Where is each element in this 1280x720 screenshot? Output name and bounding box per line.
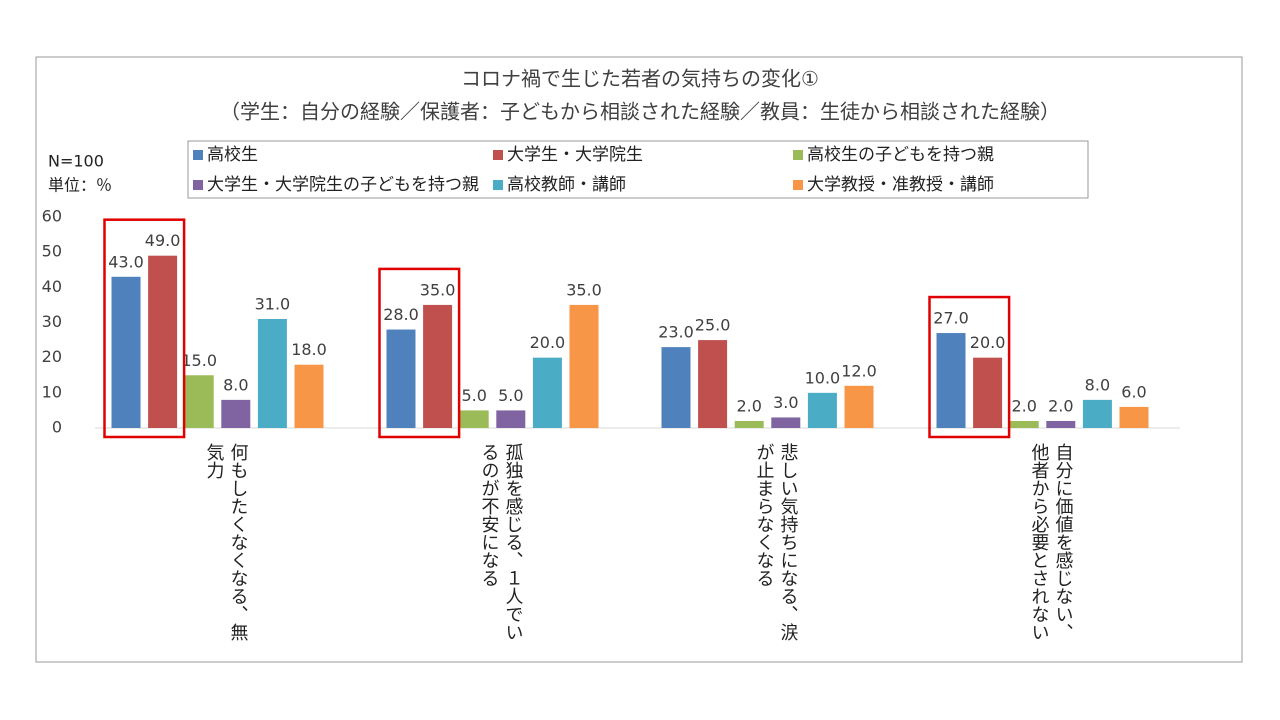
value-label: 2.0 (1011, 396, 1036, 415)
legend-swatch (193, 180, 203, 190)
value-label: 3.0 (773, 393, 798, 412)
chart-title: コロナ禍で生じた若者の気持ちの変化① (461, 67, 819, 91)
value-label: 2.0 (1048, 396, 1073, 415)
value-label: 27.0 (933, 309, 969, 328)
value-label: 12.0 (841, 361, 877, 380)
bar (844, 385, 874, 428)
chart-subtitle: （学生：自分の経験／保護者：子どもから相談された経験／教員：生徒から相談された経… (220, 100, 1060, 124)
x-tick-label: 悲しい気持ちになる、涙が止まらなくなる (753, 443, 799, 641)
legend-swatch (193, 150, 203, 160)
legend-box (187, 140, 1089, 199)
value-label: 5.0 (461, 386, 486, 405)
legend-label: 高校生 (207, 145, 258, 165)
y-tick-label: 60 (42, 207, 62, 226)
bar (423, 304, 453, 428)
value-label: 23.0 (658, 323, 694, 342)
value-label: 15.0 (181, 351, 217, 370)
legend-label: 大学教授・准教授・講師 (807, 175, 994, 195)
value-label: 43.0 (108, 252, 144, 271)
bar (386, 329, 416, 428)
value-label: 5.0 (498, 386, 523, 405)
value-label: 8.0 (223, 375, 248, 394)
x-tick-label: 何もしたくなくなる、無気力 (203, 443, 249, 641)
bar (532, 357, 562, 428)
value-label: 28.0 (383, 305, 419, 324)
value-label: 20.0 (970, 333, 1006, 352)
highlight-box (378, 267, 461, 439)
value-label: 10.0 (805, 368, 841, 387)
bar (973, 357, 1003, 428)
bar (1046, 420, 1076, 428)
value-label: 20.0 (530, 333, 566, 352)
highlight-box (928, 295, 1011, 439)
bar (569, 304, 599, 428)
x-tick-label: 自分に価値を感じない、他者から必要とされない (1028, 443, 1074, 641)
legend-swatch (493, 180, 503, 190)
value-label: 49.0 (145, 231, 181, 250)
bar (294, 364, 324, 428)
bar (698, 340, 728, 428)
y-tick-label: 30 (42, 312, 62, 331)
y-tick-label: 20 (42, 347, 62, 366)
bar (1009, 420, 1039, 428)
bar (184, 375, 214, 428)
annotation: 単位：％ (48, 176, 112, 195)
bar (771, 417, 801, 428)
value-label: 35.0 (566, 280, 602, 299)
highlight-box (103, 218, 186, 439)
bar (221, 399, 251, 428)
x-tick-label: 孤独を感じる、１人でいるのが不安になる (478, 443, 524, 641)
value-label: 35.0 (420, 280, 456, 299)
legend-label: 大学生・大学院生の子どもを持つ親 (207, 175, 479, 195)
value-label: 18.0 (291, 340, 327, 359)
y-tick-label: 40 (42, 277, 62, 296)
value-label: 2.0 (736, 396, 761, 415)
bar (734, 420, 764, 428)
bar (1119, 406, 1149, 428)
legend-swatch (793, 180, 803, 190)
y-tick-label: 50 (42, 242, 62, 261)
bar (807, 392, 837, 428)
value-label: 8.0 (1085, 375, 1110, 394)
bar (1082, 399, 1112, 428)
value-label: 31.0 (255, 294, 291, 313)
legend-label: 大学生・大学院生 (507, 145, 643, 165)
bar (661, 347, 691, 428)
bar (936, 333, 966, 428)
annotation: N=100 (48, 152, 104, 171)
bar (111, 276, 141, 428)
bar (459, 410, 489, 428)
value-label: 6.0 (1121, 382, 1146, 401)
legend-label: 高校教師・講師 (507, 175, 626, 195)
bar (496, 410, 526, 428)
bar (148, 255, 178, 428)
bar (257, 318, 287, 428)
chart-frame (35, 56, 1243, 663)
legend-swatch (793, 150, 803, 160)
value-label: 25.0 (695, 316, 731, 335)
y-tick-label: 0 (52, 418, 62, 437)
y-tick-label: 10 (42, 382, 62, 401)
legend-label: 高校生の子どもを持つ親 (807, 145, 994, 165)
legend-swatch (493, 150, 503, 160)
